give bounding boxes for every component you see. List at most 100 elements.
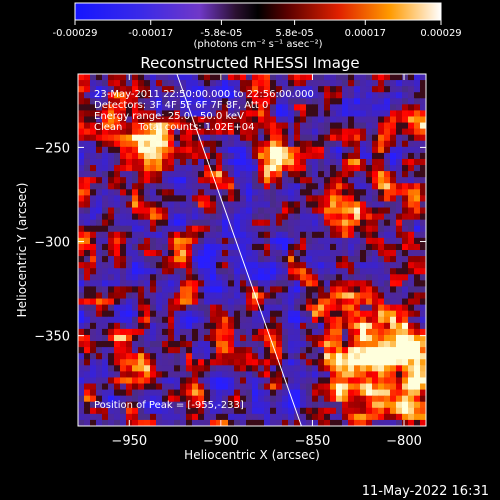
heatmap-cell	[318, 189, 325, 196]
heatmap-cell	[240, 110, 247, 118]
heatmap-cell	[198, 310, 205, 318]
heatmap-cell	[204, 280, 211, 288]
heatmap-cell	[330, 189, 337, 196]
heatmap-cell	[180, 134, 187, 142]
heatmap-cell	[204, 298, 211, 306]
heatmap-cell	[162, 286, 169, 294]
x-tick-label: −950	[111, 434, 147, 449]
heatmap-cell	[120, 310, 127, 318]
heatmap-cell	[120, 286, 127, 294]
heatmap-cell	[198, 152, 205, 160]
heatmap-cell	[366, 128, 373, 136]
heatmap-cell	[234, 401, 241, 409]
heatmap-cell	[402, 256, 409, 263]
heatmap-cell	[174, 74, 181, 81]
heatmap-cell	[258, 201, 265, 209]
heatmap-cell	[246, 207, 253, 215]
heatmap-cell	[168, 256, 175, 263]
heatmap-cell	[348, 268, 355, 275]
heatmap-cell	[162, 201, 169, 209]
heatmap-cell	[354, 334, 361, 342]
heatmap-cell	[222, 219, 229, 227]
heatmap-cell	[222, 413, 229, 421]
heatmap-cell	[366, 334, 373, 342]
heatmap-cell	[156, 316, 163, 324]
heatmap-cell	[204, 122, 211, 130]
heatmap-cell	[186, 195, 193, 203]
heatmap-cell	[282, 195, 289, 203]
heatmap-cell	[294, 110, 301, 118]
heatmap-cell	[102, 158, 109, 166]
heatmap-cell	[288, 80, 295, 87]
heatmap-cell	[222, 86, 229, 93]
heatmap-cell	[420, 177, 426, 184]
heatmap-cell	[288, 171, 295, 178]
heatmap-cell	[120, 237, 127, 245]
colorbar-units-label: (photons cm⁻² s⁻¹ asec⁻²)	[193, 39, 322, 50]
heatmap-cell	[156, 146, 163, 154]
heatmap-cell	[396, 183, 403, 190]
heatmap-cell	[342, 334, 349, 342]
heatmap-cell	[138, 419, 145, 426]
heatmap-cell	[126, 322, 133, 330]
heatmap-cell	[270, 195, 277, 203]
heatmap-cell	[246, 419, 253, 426]
heatmap-cell	[384, 280, 391, 288]
heatmap-cell	[192, 110, 199, 118]
heatmap-cell	[384, 250, 391, 257]
heatmap-cell	[234, 407, 241, 415]
heatmap-cell	[210, 407, 217, 415]
heatmap-cell	[186, 86, 193, 93]
heatmap-cell	[402, 334, 409, 342]
heatmap-cell	[144, 316, 151, 324]
heatmap-cell	[270, 219, 277, 227]
heatmap-cell	[246, 328, 253, 336]
heatmap-cell	[318, 310, 325, 318]
heatmap-cell	[246, 231, 253, 239]
heatmap-cell	[180, 250, 187, 257]
heatmap-cell	[84, 110, 91, 118]
heatmap-cell	[354, 171, 361, 178]
heatmap-cell	[408, 304, 415, 312]
heatmap-cell	[330, 286, 337, 294]
heatmap-cell	[126, 140, 133, 148]
heatmap-cell	[102, 140, 109, 148]
heatmap-cell	[204, 134, 211, 142]
heatmap-cell	[300, 177, 307, 184]
heatmap-cell	[378, 86, 385, 93]
heatmap-cell	[372, 237, 379, 245]
heatmap-cell	[150, 334, 157, 342]
heatmap-cell	[180, 189, 187, 196]
heatmap-cell	[120, 353, 127, 360]
heatmap-cell	[90, 304, 97, 312]
heatmap-cell	[186, 171, 193, 178]
heatmap-cell	[342, 80, 349, 87]
heatmap-cell	[318, 268, 325, 275]
heatmap-cell	[384, 383, 391, 391]
heatmap-cell	[330, 92, 337, 99]
heatmap-area	[78, 74, 426, 426]
heatmap-cell	[354, 316, 361, 324]
heatmap-cell	[198, 316, 205, 324]
heatmap-cell	[330, 298, 337, 306]
heatmap-cell	[192, 128, 199, 136]
heatmap-cell	[402, 347, 409, 354]
heatmap-cell	[168, 280, 175, 288]
heatmap-cell	[180, 322, 187, 330]
heatmap-cell	[330, 262, 337, 269]
heatmap-cell	[258, 310, 265, 318]
heatmap-cell	[180, 213, 187, 221]
heatmap-cell	[162, 280, 169, 288]
heatmap-cell	[408, 225, 415, 233]
heatmap-cell	[198, 128, 205, 136]
heatmap-cell	[198, 395, 205, 403]
heatmap-cell	[300, 158, 307, 166]
heatmap-cell	[408, 183, 415, 190]
heatmap-cell	[204, 140, 211, 148]
heatmap-cell	[246, 316, 253, 324]
heatmap-cell	[174, 231, 181, 239]
heatmap-cell	[258, 140, 265, 148]
heatmap-cell	[336, 383, 343, 391]
heatmap-cell	[216, 122, 223, 130]
heatmap-cell	[186, 110, 193, 118]
